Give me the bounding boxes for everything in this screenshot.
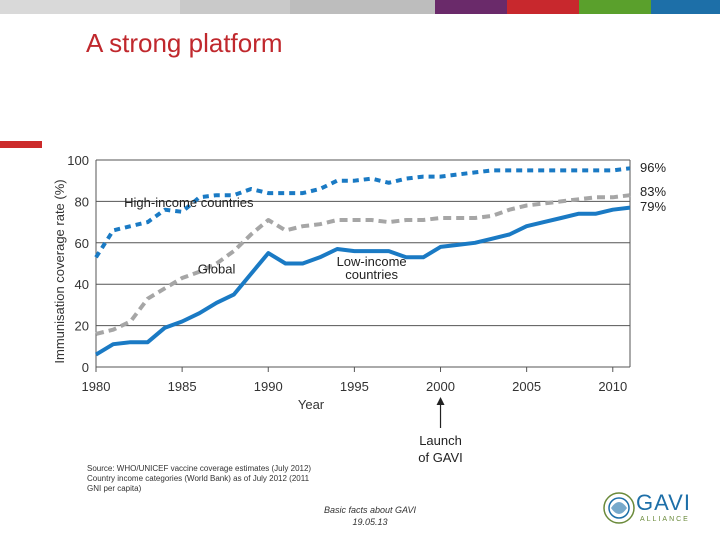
x-tick-label: 2000 <box>426 379 455 394</box>
top-bar-segment <box>0 0 180 14</box>
label-layer: High-income countries Global Low-incomecou… <box>124 160 666 465</box>
series-layer <box>94 166 631 357</box>
gavi-logo: GAVI ALLIANCE <box>602 484 712 534</box>
left-accent-mark <box>0 141 42 148</box>
x-axis-title: Year <box>298 397 325 412</box>
logo-subtext: ALLIANCE <box>640 516 690 523</box>
y-tick-label: 20 <box>75 319 89 334</box>
footer: Basic facts about GAVI 19.05.13 <box>300 504 440 528</box>
gavi-emblem-icon <box>603 492 635 524</box>
slide-title: A strong platform <box>86 28 283 58</box>
axis-layer: 0 20 40 60 80 100 1980 1985 1990 1995 2000 2005 2010… <box>52 153 631 412</box>
end-value-label: 96% <box>640 160 666 175</box>
top-bar-segment <box>651 0 720 14</box>
x-tick-label: 1990 <box>254 379 283 394</box>
logo-wordmark: GAVI <box>636 490 691 515</box>
series-label: High-income countries <box>124 195 254 210</box>
series-line <box>94 166 631 259</box>
source-line: Source: WHO/UNICEF vaccine coverage esti… <box>87 464 312 473</box>
end-value-label: 79% <box>640 199 666 214</box>
annotation-label: of GAVI <box>418 450 463 465</box>
top-bar-segment <box>507 0 579 14</box>
source-line: Country income categories (World Bank) a… <box>87 474 310 483</box>
footer-date: 19.05.13 <box>352 517 388 527</box>
top-bar-segment <box>435 0 507 14</box>
annotation-arrowhead <box>436 397 445 405</box>
top-bar-segment <box>290 0 435 14</box>
source-line: GNI per capita) <box>87 484 142 493</box>
y-tick-label: 80 <box>75 194 89 209</box>
grid-layer <box>96 200 630 327</box>
x-tick-label: 1985 <box>168 379 197 394</box>
y-axis-title: Immunisation coverage rate (%) <box>52 179 67 363</box>
top-bar-segment <box>180 0 290 14</box>
end-value-label: 83% <box>640 184 666 199</box>
series-line <box>94 205 631 357</box>
y-tick-label: 0 <box>82 360 89 375</box>
series-label: countries <box>345 267 398 282</box>
coverage-line-chart: 0 20 40 60 80 100 1980 1985 1990 1995 2000 2005 2010… <box>52 153 666 465</box>
x-tick-label: 1995 <box>340 379 369 394</box>
y-tick-label: 60 <box>75 236 89 251</box>
x-tick-label: 2010 <box>598 379 627 394</box>
series-line <box>95 193 631 336</box>
annotation-label: Launch <box>419 433 462 448</box>
y-tick-label: 40 <box>75 277 89 292</box>
x-tick-label: 1980 <box>82 379 111 394</box>
top-color-bar <box>0 0 720 14</box>
series-label: Low-income <box>337 254 407 269</box>
x-tick-label: 2005 <box>512 379 541 394</box>
footer-text: Basic facts about GAVI <box>323 505 417 515</box>
top-bar-segment <box>579 0 651 14</box>
y-tick-label: 100 <box>67 153 89 168</box>
source-note: Source: WHO/UNICEF vaccine coverage esti… <box>87 464 347 494</box>
series-label: Global <box>198 262 236 277</box>
